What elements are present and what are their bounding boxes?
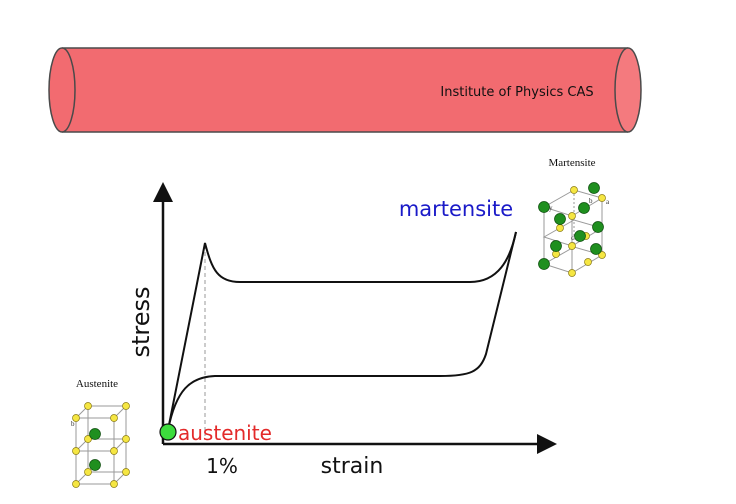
martensite-atom-label-c: c — [571, 234, 574, 242]
banner-left-cap — [48, 47, 76, 133]
banner-cylinder: Institute of Physics CAS — [48, 47, 642, 133]
loading-branch — [167, 231, 517, 431]
martensite-crystal: Martensite b a c y — [538, 157, 610, 277]
austenite-crystal: Austenite b — [71, 378, 130, 488]
martensite-caption: Martensite — [548, 157, 595, 169]
x-axis-label: strain — [321, 454, 384, 479]
unloading-branch — [167, 231, 517, 431]
martensite-atom-label-b: b — [589, 197, 593, 205]
x-tick-label: 1% — [206, 454, 238, 478]
banner-label: Institute of Physics CAS — [440, 85, 593, 100]
austenite-caption: Austenite — [76, 378, 118, 390]
martensite-state-label: martensite — [399, 197, 513, 221]
austenite-atom-label: b — [71, 420, 75, 428]
y-axis-label: stress — [127, 286, 155, 357]
start-state-marker — [159, 423, 177, 441]
martensite-atom-label-y: y — [549, 204, 553, 212]
austenite-state-label: austenite — [178, 421, 272, 445]
stress-strain-curve — [167, 231, 517, 431]
axes — [153, 182, 557, 454]
banner-right-cap — [614, 47, 642, 133]
martensite-atom-label-a: a — [606, 198, 610, 206]
